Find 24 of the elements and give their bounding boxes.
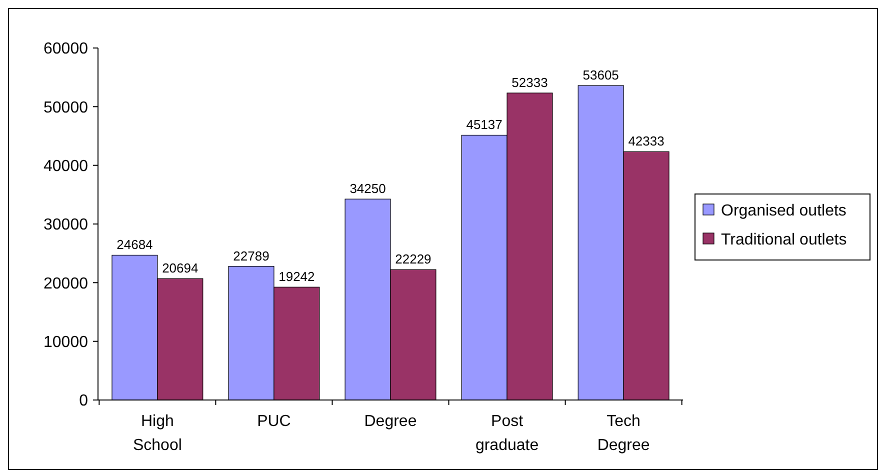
x-tick-label: Degree: [364, 413, 417, 430]
data-label: 20694: [162, 260, 198, 276]
y-tick-label: 50000: [44, 99, 88, 116]
data-label: 22229: [395, 252, 432, 267]
x-tick-label: Tech Degree: [597, 413, 650, 454]
data-label: 19242: [278, 269, 315, 284]
data-label: 22789: [233, 248, 270, 264]
y-tick-label: 30000: [44, 216, 88, 234]
data-label: 45137: [466, 117, 502, 132]
x-tick-label: PUC: [257, 413, 291, 430]
data-label: 42333: [628, 134, 664, 149]
data-label: 53605: [582, 68, 619, 83]
y-tick-label: 0: [79, 392, 88, 410]
y-tick-label: 60000: [44, 40, 88, 58]
y-tick-label: 20000: [44, 275, 88, 292]
x-tick-label: Post graduate: [475, 413, 539, 454]
data-label: 24684: [116, 237, 153, 252]
legend-label: Traditional outlets: [721, 232, 847, 249]
x-tick-label: High School: [132, 413, 182, 454]
data-label: 52333: [512, 74, 548, 90]
data-label: 34250: [350, 181, 386, 196]
y-tick-label: 40000: [44, 158, 88, 175]
y-tick-label: 10000: [44, 334, 88, 351]
legend-label: Organised outlets: [721, 202, 846, 220]
